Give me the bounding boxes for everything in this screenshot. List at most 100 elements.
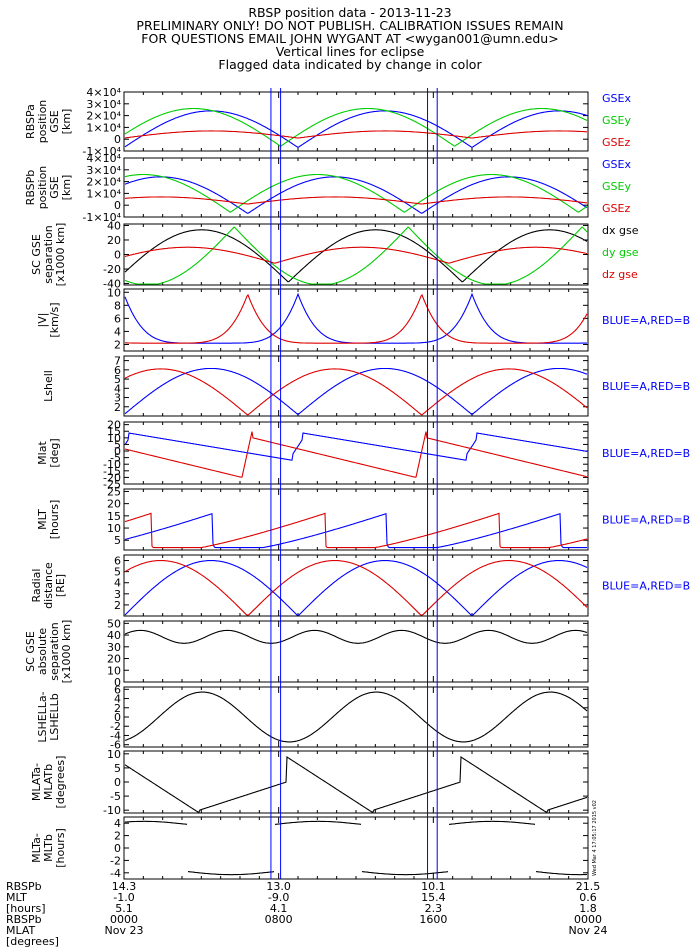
- series-line: [124, 629, 588, 644]
- y-axis-label: SC GSE: [24, 631, 37, 672]
- y-axis-label: MLTb: [42, 834, 55, 862]
- y-tick-label: 30: [107, 641, 121, 654]
- legend-entry: GSEz: [602, 202, 630, 215]
- y-tick-label: 40: [107, 629, 121, 642]
- y-axis-label: [degrees]: [54, 756, 67, 809]
- y-tick-label: -10: [103, 458, 121, 471]
- y-tick-label: 0: [114, 776, 121, 789]
- x-row-value: 1600: [419, 913, 447, 926]
- y-tick-label: 6: [114, 683, 121, 696]
- y-axis-label: LSHELLb: [48, 693, 61, 741]
- y-axis-label: [x1000 km]: [60, 620, 73, 684]
- series-line: [124, 173, 588, 213]
- series-line: [124, 559, 588, 616]
- legend-entry: GSEz: [602, 136, 630, 149]
- y-axis-label: Lshell: [42, 370, 55, 402]
- y-axis-label: Radial: [30, 569, 43, 603]
- y-tick-label: 2: [114, 401, 121, 414]
- y-tick-label: 0: [114, 676, 121, 689]
- y-tick-label: 1×10⁴: [86, 121, 121, 134]
- y-tick-label: 40: [107, 219, 121, 232]
- legend-entry: GSEy: [602, 180, 631, 193]
- x-row-value: 2.3: [425, 902, 443, 915]
- chart-title: RBSP position data - 2013-11-23: [248, 5, 452, 20]
- y-tick-label: -2: [110, 854, 121, 867]
- y-axis-label: [hours]: [48, 500, 61, 540]
- y-axis-label: MLATb: [42, 764, 55, 800]
- y-tick-label: -1×10⁴: [82, 145, 121, 158]
- x-row-value: 15.4: [421, 891, 446, 904]
- x-row-value: Nov 24: [569, 924, 608, 937]
- y-tick-label: 3: [114, 392, 121, 405]
- y-axis-label: MLATa-: [30, 763, 43, 801]
- contact-line: FOR QUESTIONS EMAIL JOHN WYGANT AT <wyga…: [141, 31, 559, 46]
- series-line: [124, 130, 587, 139]
- y-tick-label: 6: [114, 312, 121, 325]
- y-tick-label: 10: [107, 522, 121, 535]
- series-line: [124, 691, 588, 743]
- x-row-label: [degrees]: [6, 935, 59, 948]
- x-row-value: -1.0: [113, 891, 134, 904]
- y-tick-label: 5: [114, 373, 121, 386]
- y-tick-label: -15: [103, 465, 121, 478]
- y-tick-label: 25: [107, 485, 121, 498]
- series-line: [124, 431, 588, 478]
- x-row-value: Nov 23: [105, 924, 144, 937]
- y-tick-label: 3: [114, 588, 121, 601]
- y-tick-label: 0: [114, 133, 121, 146]
- y-axis-label: RBSPa: [24, 104, 37, 139]
- y-tick-label: -20: [103, 263, 121, 276]
- series-line: [124, 246, 588, 264]
- series-line: [124, 820, 588, 876]
- x-row-value: 0800: [265, 913, 293, 926]
- legend-entry: dx gse: [602, 224, 639, 237]
- x-row-label: [hours]: [6, 902, 46, 915]
- y-tick-label: 4: [114, 693, 121, 706]
- x-row-value: 0000: [574, 913, 602, 926]
- panel-frame: [123, 686, 589, 748]
- y-axis-label: SC GSE: [30, 234, 43, 275]
- x-row-value: 1.8: [579, 902, 597, 915]
- series-line: [125, 293, 588, 344]
- legend-entry: BLUE=A,RED=B: [602, 447, 690, 460]
- y-axis-label: absolute: [36, 628, 49, 676]
- y-tick-label: -20: [103, 471, 121, 484]
- x-row-label: RBSPb: [6, 880, 42, 893]
- y-axis-label: MLTa-: [30, 833, 43, 863]
- x-row-label: RBSPb: [6, 913, 42, 926]
- panel-frame: [123, 816, 589, 880]
- y-tick-label: 5: [114, 534, 121, 547]
- y-tick-label: 8: [114, 299, 121, 312]
- y-tick-label: -6: [110, 739, 121, 752]
- x-row-value: 14.3: [112, 880, 137, 893]
- x-row-value: 21.5: [576, 880, 601, 893]
- y-tick-label: 15: [107, 425, 121, 438]
- legend-entry: BLUE=A,RED=B: [602, 380, 690, 393]
- y-tick-label: -4: [110, 867, 121, 880]
- panel-frame: [123, 355, 589, 417]
- y-tick-label: 1×10⁴: [86, 187, 121, 200]
- y-tick-label: 10: [107, 748, 121, 761]
- legend-entry: GSEx: [602, 158, 631, 171]
- flag-note: Flagged data indicated by change in colo…: [218, 57, 482, 72]
- y-tick-label: 0: [114, 249, 121, 262]
- x-row-value: 5.1: [115, 902, 133, 915]
- y-tick-label: -5: [110, 452, 121, 465]
- legend-entry: GSEx: [602, 92, 631, 105]
- x-row-value: 4.1: [270, 902, 288, 915]
- series-line: [124, 512, 587, 549]
- legend-entry: GSEy: [602, 114, 631, 127]
- y-tick-label: 4×10⁴: [86, 152, 121, 165]
- y-axis-label: [hours]: [54, 828, 67, 868]
- y-tick-label: 0: [114, 842, 121, 855]
- y-tick-label: -25: [103, 478, 121, 491]
- y-axis-label: [RE]: [54, 574, 67, 597]
- y-tick-label: 2: [114, 599, 121, 612]
- y-axis-label: position: [36, 166, 49, 210]
- x-row-value: 0.6: [579, 891, 597, 904]
- y-tick-label: -1×10⁴: [82, 211, 121, 224]
- y-tick-label: 4: [114, 577, 121, 590]
- y-tick-label: 3×10⁴: [86, 164, 121, 177]
- panel-frame: [123, 288, 589, 352]
